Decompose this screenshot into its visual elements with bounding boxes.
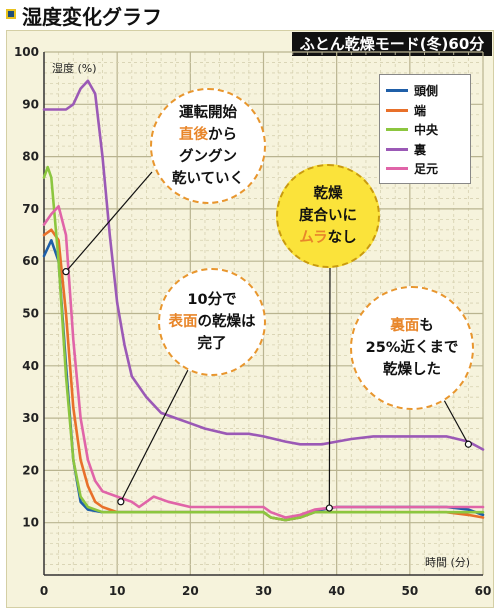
leader-dot [117,498,125,506]
legend-swatch [386,147,408,151]
y-tick-label: 60 [22,254,39,268]
y-tick-label: 30 [22,411,39,425]
legend-label: 頭側 [414,84,439,99]
y-tick-label: 40 [22,359,39,373]
chart-title: 湿度変化グラフ [22,5,162,29]
legend-swatch [386,167,408,171]
legend-item: 端 [386,101,464,121]
x-tick-label: 30 [255,584,272,598]
legend-item: 中央 [386,120,464,140]
legend-label: 足元 [414,162,439,177]
axes [43,52,483,576]
x-tick-label: 60 [475,584,492,598]
y-axis-label: 湿度 (%) [52,61,97,75]
leader-line [443,399,469,445]
callout-leaders [62,171,472,512]
series-line-中央 [42,165,485,522]
x-tick-label: 20 [182,584,199,598]
y-tick-label: 90 [22,97,39,111]
x-tick-label: 0 [40,584,48,598]
tick-labels: 0 10 20 30 40 50 60 10 20 30 40 50 60 70 80 90 100 [14,45,491,598]
y-tick-label: 50 [22,307,39,321]
leader-dot [62,268,70,276]
callout-start: 運転開始 直後から グングン 乾いていく [150,88,266,204]
legend-label: 裏 [414,142,427,157]
callout-surface-done: 10分で 表面の乾燥は 完了 [158,268,266,376]
x-axis-label: 時間 (分) [425,556,470,569]
series-lines [42,79,485,522]
x-tick-label: 50 [401,584,418,598]
leader-line [65,171,153,273]
title-marker [6,9,16,19]
x-tick-label: 40 [328,584,345,598]
x-tick-label: 10 [109,584,126,598]
y-tick-label: 100 [14,45,39,59]
y-tick-label: 20 [22,463,39,477]
legend-swatch [386,108,408,112]
leader-dot [464,440,472,448]
leader-dot [325,504,333,512]
legend-item: 足元 [386,159,464,179]
legend-item: 裏 [386,140,464,160]
legend-swatch [386,89,408,93]
legend-label: 端 [414,103,427,118]
legend-label: 中央 [414,123,439,138]
leader-line [120,361,193,503]
legend-item: 頭側 [386,81,464,101]
legend: 頭側 端 中央 裏 足元 [379,74,471,184]
y-tick-label: 10 [22,516,39,530]
series-line-裏 [42,79,485,451]
leader-line [328,267,331,509]
callout-back-side: 裏面も 25%近くまで 乾燥した [350,286,474,410]
y-tick-label: 70 [22,202,39,216]
legend-swatch [386,128,408,132]
y-tick-label: 80 [22,150,39,164]
callout-even-drying: 乾燥 度合いに ムラなし [276,164,380,268]
